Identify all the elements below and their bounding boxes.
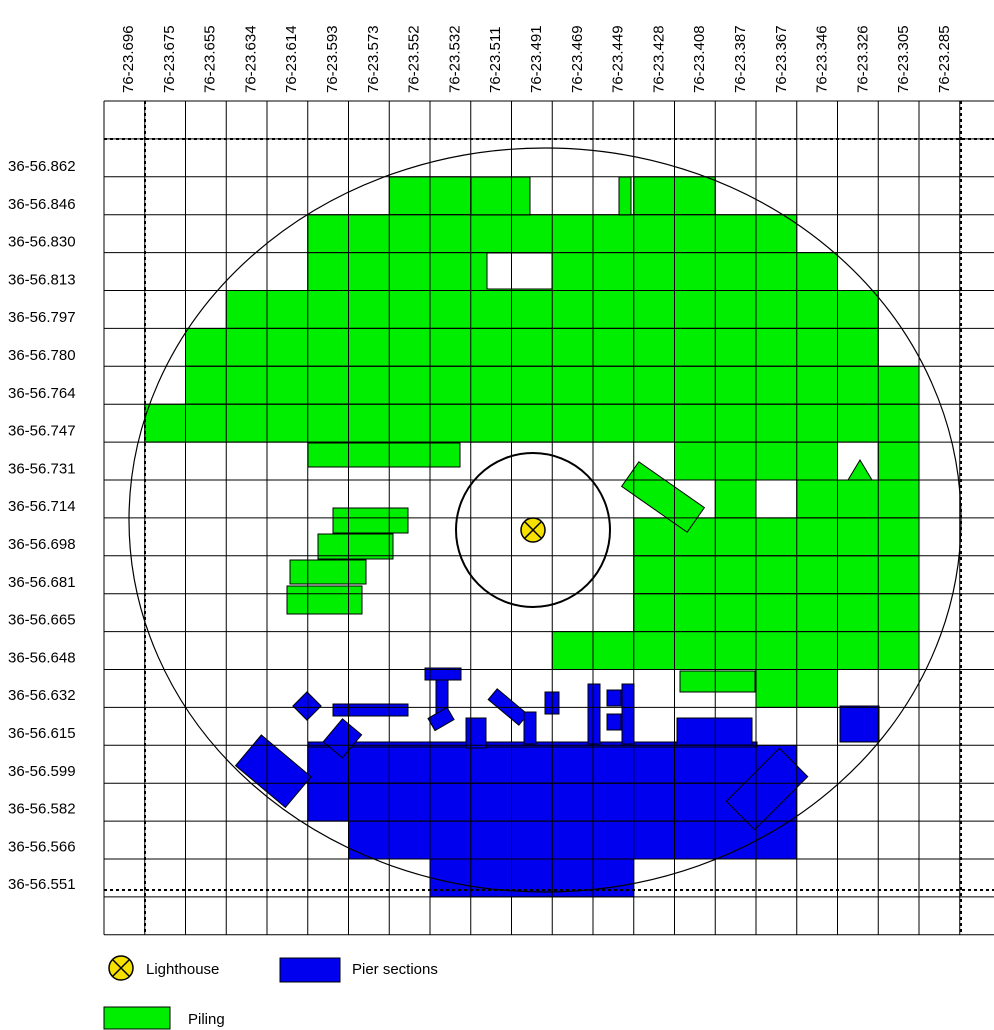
piling <box>877 441 920 481</box>
piling <box>551 631 920 670</box>
latitude-label: 36-56.846 <box>8 196 76 213</box>
legend-swatch <box>279 957 341 983</box>
latitude-label: 36-56.830 <box>8 234 76 251</box>
latitude-label: 36-56.698 <box>8 536 76 553</box>
pier <box>676 717 753 746</box>
longitude-label: 76-23.655 <box>202 25 219 93</box>
latitude-label: 36-56.764 <box>8 385 76 402</box>
piling <box>144 403 920 443</box>
piling <box>286 585 363 615</box>
longitude-label: 76-23.305 <box>895 25 912 93</box>
longitude-label: 76-23.428 <box>650 25 667 93</box>
piling <box>307 442 461 468</box>
piling <box>307 252 838 292</box>
latitude-label: 36-56.714 <box>8 498 76 515</box>
longitude-label: 76-23.696 <box>120 25 137 93</box>
latitude-label: 36-56.747 <box>8 423 76 440</box>
longitude-label: 76-23.285 <box>936 25 953 93</box>
pier <box>292 691 322 721</box>
piling <box>714 479 757 519</box>
latitude-label: 36-56.551 <box>8 876 76 893</box>
latitude-label: 36-56.681 <box>8 574 76 591</box>
longitude-label: 76-23.573 <box>365 25 382 93</box>
piling <box>317 533 394 560</box>
longitude-label: 76-23.491 <box>528 25 545 93</box>
pier <box>429 858 635 898</box>
pier <box>587 683 601 745</box>
latitude-label: 36-56.615 <box>8 725 76 742</box>
pier <box>234 734 312 809</box>
latitude-label: 36-56.813 <box>8 271 76 288</box>
latitude-label: 36-56.599 <box>8 763 76 780</box>
piling <box>332 507 409 534</box>
piling <box>620 461 706 533</box>
pier <box>348 820 798 860</box>
piling <box>633 593 920 633</box>
longitude-label: 76-23.387 <box>732 25 749 93</box>
piling <box>470 176 531 216</box>
legend-label: Lighthouse <box>146 961 219 978</box>
piling <box>633 555 920 595</box>
longitude-label: 76-23.449 <box>610 25 627 93</box>
piling <box>185 327 879 367</box>
lighthouse-x <box>524 521 542 539</box>
pier <box>621 683 635 745</box>
lighthouse-x <box>112 959 130 977</box>
pier <box>839 705 880 743</box>
latitude-label: 36-56.566 <box>8 838 76 855</box>
legend-label: Pier sections <box>352 961 438 978</box>
longitude-label: 76-23.326 <box>854 25 871 93</box>
triangle <box>847 459 873 481</box>
piling <box>796 479 920 519</box>
longitude-label: 76-23.408 <box>691 25 708 93</box>
hole <box>486 252 553 290</box>
range-circle <box>128 147 962 893</box>
pier <box>322 718 363 759</box>
latitude-label: 36-56.648 <box>8 649 76 666</box>
longitude-label: 76-23.634 <box>242 25 259 93</box>
pier <box>606 689 622 707</box>
longitude-label: 76-23.593 <box>324 25 341 93</box>
piling <box>289 559 367 585</box>
pier <box>465 717 487 749</box>
inner-circle <box>455 452 611 608</box>
longitude-label: 76-23.614 <box>283 25 300 93</box>
piling <box>679 670 756 693</box>
pier <box>427 706 455 732</box>
longitude-label: 76-23.552 <box>406 25 423 93</box>
pier <box>523 711 537 745</box>
legend-swatch <box>103 1006 171 1030</box>
latitude-label: 36-56.665 <box>8 612 76 629</box>
latitude-label: 36-56.632 <box>8 687 76 704</box>
piling <box>618 176 632 216</box>
pier <box>332 703 409 717</box>
latitude-label: 36-56.780 <box>8 347 76 364</box>
latitude-label: 36-56.797 <box>8 309 76 326</box>
longitude-label: 76-23.675 <box>161 25 178 93</box>
pier <box>606 713 622 731</box>
legend-label: Piling <box>188 1011 225 1028</box>
latitude-label: 36-56.731 <box>8 460 76 477</box>
longitude-label: 76-23.346 <box>814 25 831 93</box>
pier <box>725 747 809 831</box>
longitude-label: 76-23.511 <box>487 27 504 93</box>
longitude-label: 76-23.469 <box>569 25 586 93</box>
longitude-label: 76-23.367 <box>773 25 790 93</box>
latitude-label: 36-56.862 <box>8 158 76 175</box>
latitude-label: 36-56.582 <box>8 801 76 818</box>
longitude-label: 76-23.532 <box>446 25 463 93</box>
